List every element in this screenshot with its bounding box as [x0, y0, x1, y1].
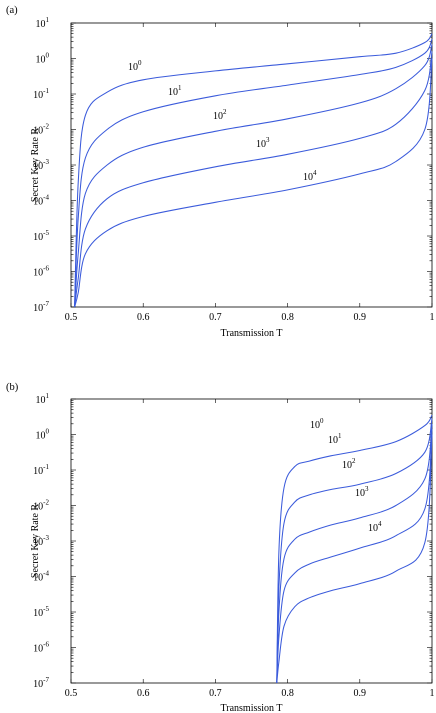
- series-label-1: 101: [168, 84, 182, 98]
- x-tick-label: 0.5: [65, 688, 78, 699]
- x-tick-label: 0.8: [281, 688, 294, 699]
- y-tick-label: 10-5: [33, 605, 49, 619]
- y-tick-label: 10-1: [33, 463, 49, 477]
- y-tick-label: 10-7: [33, 676, 49, 690]
- series-line-1: [74, 38, 433, 308]
- y-tick-label: 101: [36, 16, 50, 30]
- y-tick-label: 10-6: [33, 265, 49, 279]
- series-label-4: 104: [303, 169, 317, 183]
- series-line-4: [276, 434, 433, 684]
- series-line-0: [276, 414, 433, 684]
- x-tick-label: 0.8: [281, 312, 294, 323]
- y-tick-label: 100: [36, 52, 50, 66]
- y-tick-label: 10-7: [33, 300, 49, 314]
- x-tick-label: 1: [430, 688, 435, 699]
- series-label-1: 101: [328, 432, 342, 446]
- plot-frame: [70, 398, 433, 684]
- series-line-0: [74, 33, 433, 308]
- x-tick-label: 0.9: [354, 312, 367, 323]
- series-label-0: 100: [128, 59, 142, 73]
- y-axis-label: Secret Key Rate R: [30, 504, 41, 578]
- series-line-2: [74, 44, 433, 308]
- x-tick-label: 0.5: [65, 312, 78, 323]
- chart-panel-b: (b)0.5 0.6 0.7 0.8 0.9 110110010-110-210-310-…: [6, 382, 435, 713]
- series-line-3: [74, 51, 433, 308]
- y-tick-label: 100: [36, 428, 50, 442]
- series-label-3: 103: [355, 485, 369, 499]
- series-line-3: [276, 429, 433, 684]
- x-axis-label: Transmission T: [221, 328, 283, 339]
- y-tick-label: 101: [36, 392, 50, 406]
- x-tick-label: 0.6: [137, 312, 150, 323]
- x-axis-label: Transmission T: [221, 703, 283, 713]
- x-tick-label: 1: [430, 312, 435, 323]
- x-tick-label: 0.6: [137, 688, 150, 699]
- x-tick-label: 0.7: [209, 688, 222, 699]
- panel-label: (b): [6, 382, 19, 393]
- series-label-2: 102: [213, 108, 227, 122]
- series-line-2: [276, 423, 433, 684]
- series-label-0: 100: [310, 417, 324, 431]
- series-line-4: [74, 58, 433, 308]
- y-axis-label: Secret Key Rate R: [30, 128, 41, 202]
- series-label-4: 104: [368, 520, 382, 534]
- series-line-1: [276, 418, 433, 684]
- x-tick-label: 0.7: [209, 312, 222, 323]
- y-tick-label: 10-1: [33, 87, 49, 101]
- series-label-3: 103: [256, 136, 270, 150]
- panel-label: (a): [6, 5, 18, 16]
- series-label-2: 102: [342, 457, 356, 471]
- x-tick-label: 0.9: [354, 688, 367, 699]
- plot-frame: [70, 22, 433, 308]
- y-tick-label: 10-5: [33, 229, 49, 243]
- chart-panel-a: (a)0.5 0.6 0.7 0.8 0.9 110110010-110-210-310-…: [6, 5, 435, 339]
- y-tick-label: 10-6: [33, 641, 49, 655]
